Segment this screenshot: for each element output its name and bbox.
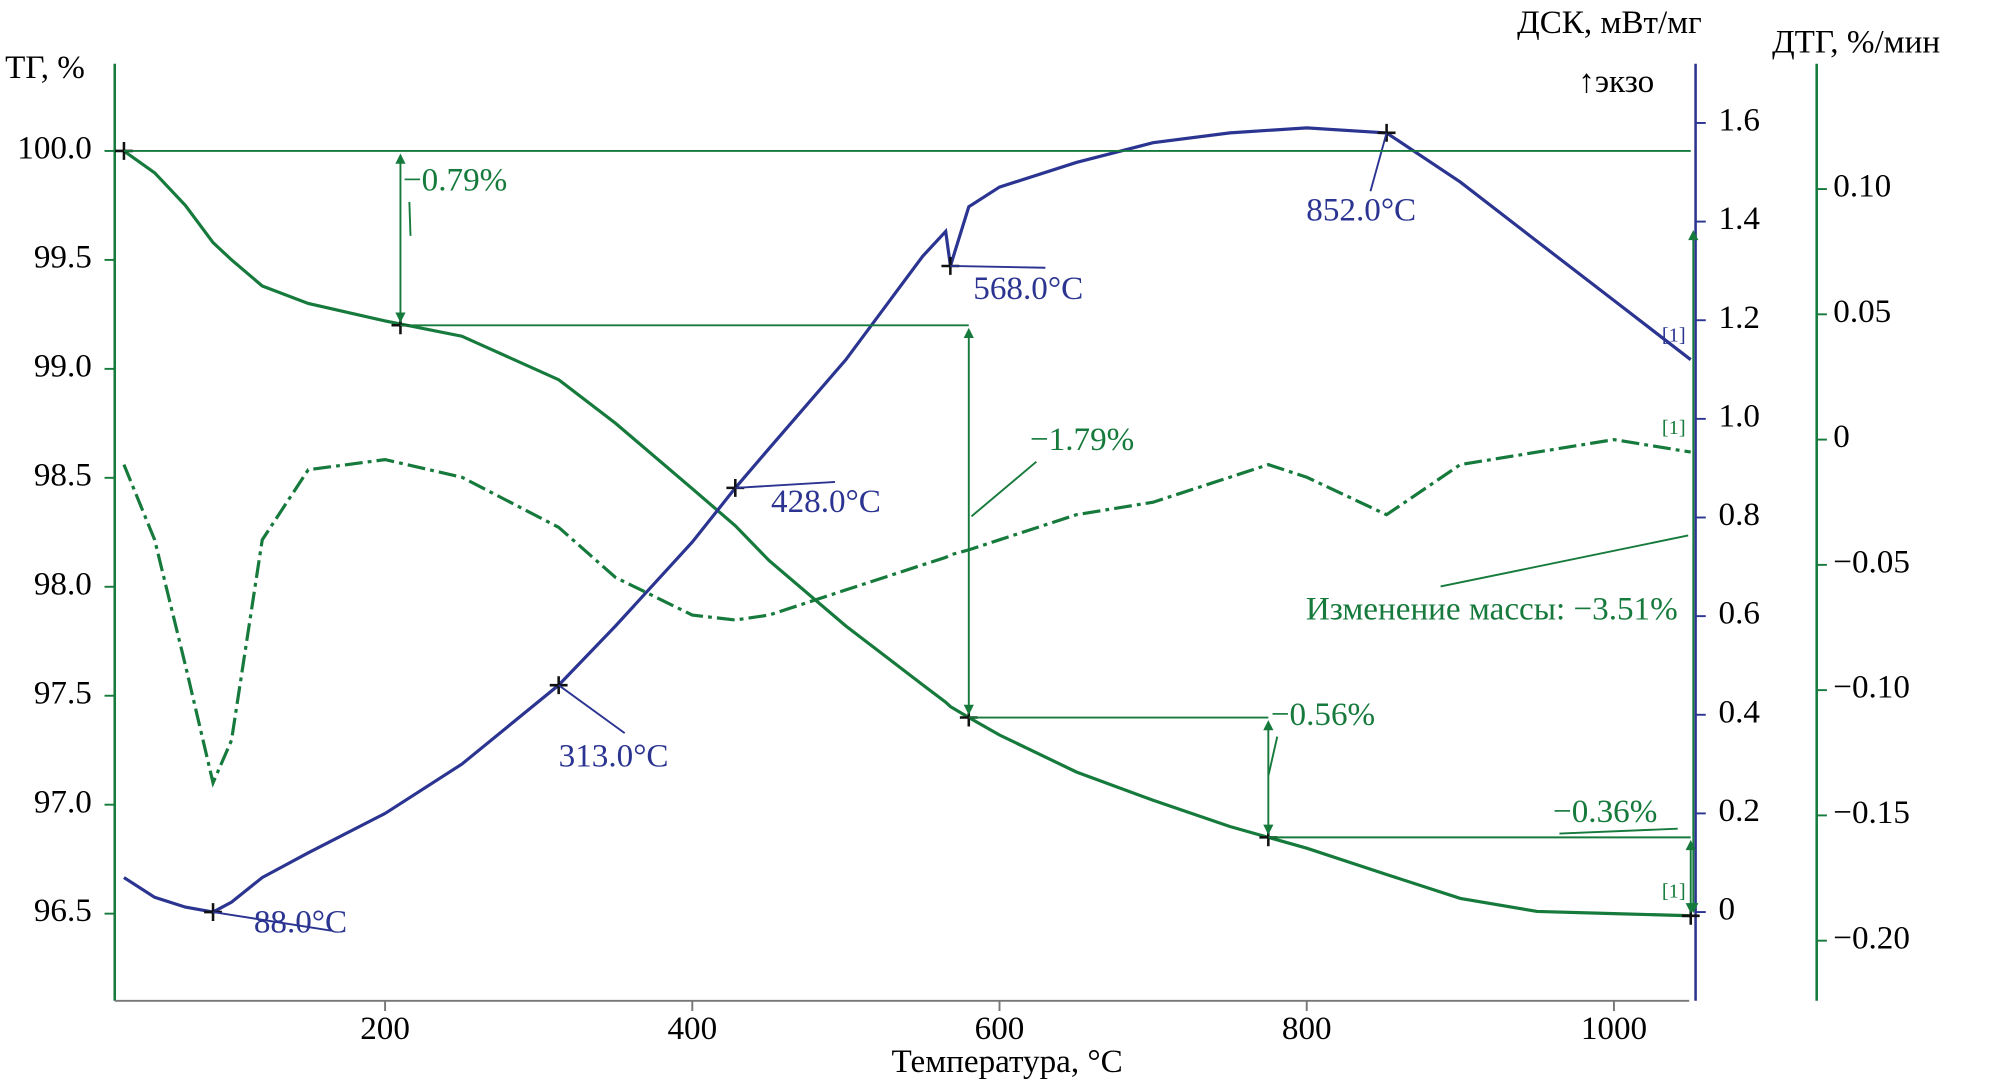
tick-label: 0 <box>1833 418 1850 455</box>
tick-label: 1.0 <box>1719 397 1760 434</box>
x-tick-label: 400 <box>667 1010 717 1047</box>
annotation-label: 313.0°C <box>559 738 669 775</box>
leader-line <box>558 684 626 734</box>
arrow-head <box>1263 824 1274 835</box>
arrow-head <box>1688 229 1699 241</box>
leader-line <box>735 480 836 489</box>
end-label: [1] <box>1662 417 1686 439</box>
tick-label: 1.2 <box>1719 299 1760 336</box>
tick-label: −0.05 <box>1833 543 1910 580</box>
step-label: −0.79% <box>403 161 507 198</box>
leader-line <box>1559 827 1678 835</box>
leader-line <box>950 265 1046 269</box>
leader-line <box>408 201 412 236</box>
tick-label: −0.20 <box>1833 919 1910 956</box>
leader-line <box>1440 534 1689 588</box>
tick-label: 98.5 <box>34 456 92 493</box>
annotation-label: 568.0°C <box>973 270 1083 307</box>
arrow-head <box>1263 720 1274 731</box>
tick-label: −0.15 <box>1833 794 1910 831</box>
marker-cross <box>1377 123 1396 142</box>
x-tick-label: 600 <box>975 1010 1025 1047</box>
x-tick-label: 800 <box>1282 1010 1332 1047</box>
tick-label: 100.0 <box>17 130 92 167</box>
annotation-label: 852.0°C <box>1306 192 1416 229</box>
end-label: [1] <box>1662 324 1686 346</box>
y2-axis-title: ДСК, мВт/мг <box>1517 4 1702 41</box>
annotation-label: 88.0°C <box>254 903 347 940</box>
x-tick-label: 1000 <box>1581 1010 1647 1047</box>
tick-label: 97.5 <box>34 674 92 711</box>
tick-label: 1.6 <box>1719 102 1760 139</box>
tick-label: 0.2 <box>1719 792 1760 829</box>
tick-label: 0.8 <box>1719 496 1760 533</box>
tick-label: 99.0 <box>34 347 92 384</box>
leader-line <box>1369 132 1388 192</box>
series-line <box>122 149 1691 918</box>
arrow-head <box>1688 903 1699 914</box>
end-label: [1] <box>1662 881 1686 903</box>
tick-label: 0 <box>1719 891 1736 928</box>
tick-label: 96.5 <box>34 892 92 929</box>
tick-label: 1.4 <box>1719 200 1761 237</box>
tick-label: 0.6 <box>1719 595 1760 632</box>
x-tick-label: 200 <box>360 1010 410 1047</box>
exo-label: ↑экзо <box>1578 63 1654 100</box>
arrow-head <box>395 312 406 323</box>
step-label: −0.36% <box>1553 793 1657 830</box>
arrow-head <box>963 704 974 715</box>
marker-cross <box>204 903 222 921</box>
step-label: −0.56% <box>1271 696 1375 733</box>
series-line <box>123 126 1692 914</box>
leader-line <box>1267 736 1279 776</box>
annotation-label: 428.0°C <box>771 483 881 520</box>
tick-label: −0.10 <box>1833 669 1910 706</box>
tick-label: 0.10 <box>1833 168 1891 205</box>
arrow-head <box>395 153 406 164</box>
step-label: −1.79% <box>1030 421 1134 458</box>
tick-label: 97.0 <box>34 783 92 820</box>
series-line <box>122 437 1691 788</box>
y3-axis-title: ДТГ, %/мин <box>1772 23 1940 60</box>
tick-label: 0.05 <box>1833 293 1891 330</box>
leader-line <box>970 460 1037 518</box>
y-axis-title: ТГ, % <box>5 49 85 86</box>
tick-label: 99.5 <box>34 239 92 276</box>
arrow-head <box>963 327 974 339</box>
x-axis-title: Температура, °C <box>892 1043 1123 1080</box>
tick-label: 98.0 <box>34 565 92 602</box>
tick-label: 0.4 <box>1719 693 1761 730</box>
leader-line <box>212 911 332 932</box>
total-change-label: Изменение массы: −3.51% <box>1306 591 1678 628</box>
